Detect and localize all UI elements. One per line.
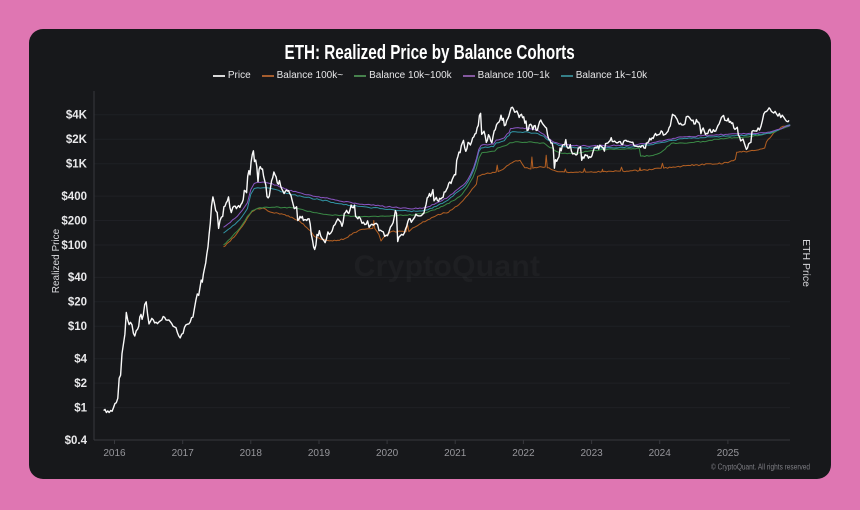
svg-text:$0.4: $0.4 xyxy=(65,435,88,447)
svg-text:$4K: $4K xyxy=(66,110,88,122)
svg-text:2016: 2016 xyxy=(103,448,126,459)
svg-text:ETH Price: ETH Price xyxy=(800,239,812,287)
svg-text:2023: 2023 xyxy=(580,448,603,459)
svg-text:$100: $100 xyxy=(61,240,87,252)
svg-text:$4: $4 xyxy=(74,354,87,366)
svg-text:2025: 2025 xyxy=(717,448,740,459)
svg-text:$2: $2 xyxy=(74,378,87,390)
svg-text:2017: 2017 xyxy=(172,448,195,459)
svg-text:Realized Price: Realized Price xyxy=(51,228,62,293)
svg-text:2020: 2020 xyxy=(376,448,399,459)
svg-text:$10: $10 xyxy=(68,321,87,333)
svg-text:$2K: $2K xyxy=(66,134,88,146)
svg-text:2021: 2021 xyxy=(444,448,467,459)
svg-text:$400: $400 xyxy=(61,191,87,203)
svg-text:2018: 2018 xyxy=(240,448,263,459)
svg-text:© CryptoQuant. All rights rese: © CryptoQuant. All rights reserved xyxy=(711,463,810,472)
svg-text:CryptoQuant: CryptoQuant xyxy=(354,250,541,283)
svg-text:$40: $40 xyxy=(68,272,87,284)
svg-text:2019: 2019 xyxy=(308,448,331,459)
svg-text:$20: $20 xyxy=(68,297,87,309)
svg-text:2024: 2024 xyxy=(649,448,672,459)
svg-text:2022: 2022 xyxy=(512,448,535,459)
svg-text:$200: $200 xyxy=(61,215,87,227)
svg-text:$1: $1 xyxy=(74,402,87,414)
svg-text:$1K: $1K xyxy=(66,159,88,171)
